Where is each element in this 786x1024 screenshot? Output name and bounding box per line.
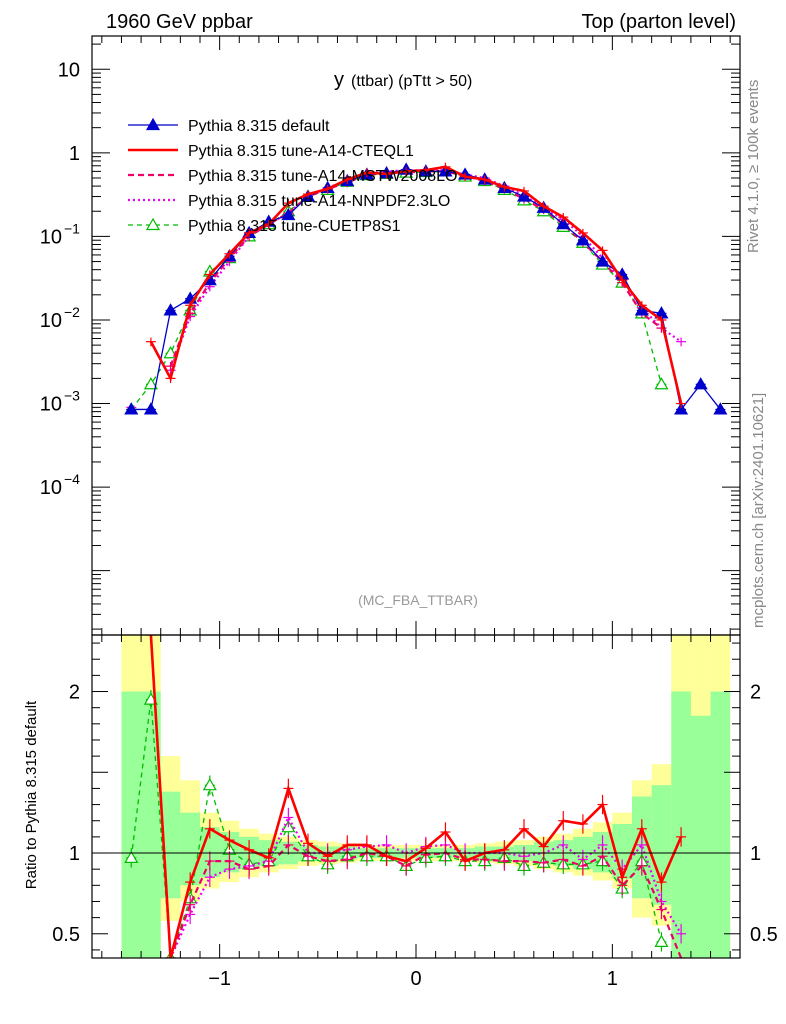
legend-label-default: Pythia 8.315 default [188,118,330,135]
x-tick-label: 1 [607,968,618,990]
series-line-cuetp [130,699,663,958]
ratio-tick-label-left: 1 [69,843,80,865]
band-green-bin [121,691,142,958]
legend-label-nnpdf: Pythia 8.315 tune-A14-NNPDF2.3LO [188,193,450,210]
y-tick-exponent: −1 [64,220,80,236]
y-tick-label: 10 [58,59,80,81]
y-tick-exponent: −4 [64,471,80,487]
y-tick-exponent: −3 [64,388,80,404]
legend-marker-cuetp [145,217,161,231]
main-panel-series [124,162,728,415]
point-default [674,402,689,415]
chart-title-main: y [334,69,344,91]
point-cuetp [654,934,669,947]
ratio-tick-label-right: 0.5 [750,924,778,946]
point-default [124,402,139,415]
band-green-bin [651,785,672,905]
legend-label-cteql1: Pythia 8.315 tune-A14-CTEQL1 [188,143,414,160]
legend: Pythia 8.315 default Pythia 8.315 tune-A1… [128,117,457,235]
point-default [516,189,532,202]
y-tick-label: 1 [69,143,80,165]
y-tick-label: 10 [40,226,62,248]
point-cuetp [143,377,158,390]
x-tick-label: −1 [208,968,231,990]
band-green-bin [710,691,731,958]
point-default [281,207,296,221]
point-default [556,216,571,230]
analysis-watermark: (MC_FBA_TTBAR) [358,592,478,608]
ratio-panel-series [124,635,687,958]
y-tick-exponent: −2 [64,304,80,320]
point-cuetp [654,377,669,390]
header-right: Top (parton level) [581,11,736,33]
rivet-label: Rivet 4.1.0, ≥ 100k events [745,80,762,253]
header-left: 1960 GeV ppbar [106,11,253,33]
y-tick-label: 10 [40,310,62,332]
point-default [163,303,178,316]
point-cuetp [202,777,217,791]
y-tick-label: 10 [40,477,62,499]
point-default [575,233,590,246]
data-marks [124,162,728,958]
legend-label-cuetp: Pythia 8.315 tune-CUETP8S1 [188,218,401,235]
legend-marker-default [145,117,161,131]
band-green-bin [690,715,711,958]
ratio-tick-label-left: 0.5 [52,924,80,946]
band-green-bin [671,691,691,958]
point-default [143,402,158,415]
ratio-tick-label-left: 2 [69,682,80,704]
series-line-cteql1 [149,165,683,404]
x-tick-label: 0 [410,968,421,990]
chart-title-sub: (ttbar) (pTtt > 50) [351,73,472,90]
ratio-ylabel: Ratio to Pythia 8.315 default [23,700,40,889]
point-default [595,254,610,267]
point-cuetp [124,850,139,863]
ratio-tick-label-right: 1 [750,843,761,865]
point-default [693,377,708,390]
series-line-cteql1 [149,635,683,958]
mcplots-label: mcplots.cern.ch [arXiv:2401.10621] [750,393,767,628]
axes-frames [91,35,741,959]
y-tick-label: 10 [40,394,62,416]
point-default [713,402,728,415]
legend-label-mstw: Pythia 8.315 tune-A14-MSTW2008LO [188,168,457,185]
ratio-tick-label-right: 2 [750,682,761,704]
